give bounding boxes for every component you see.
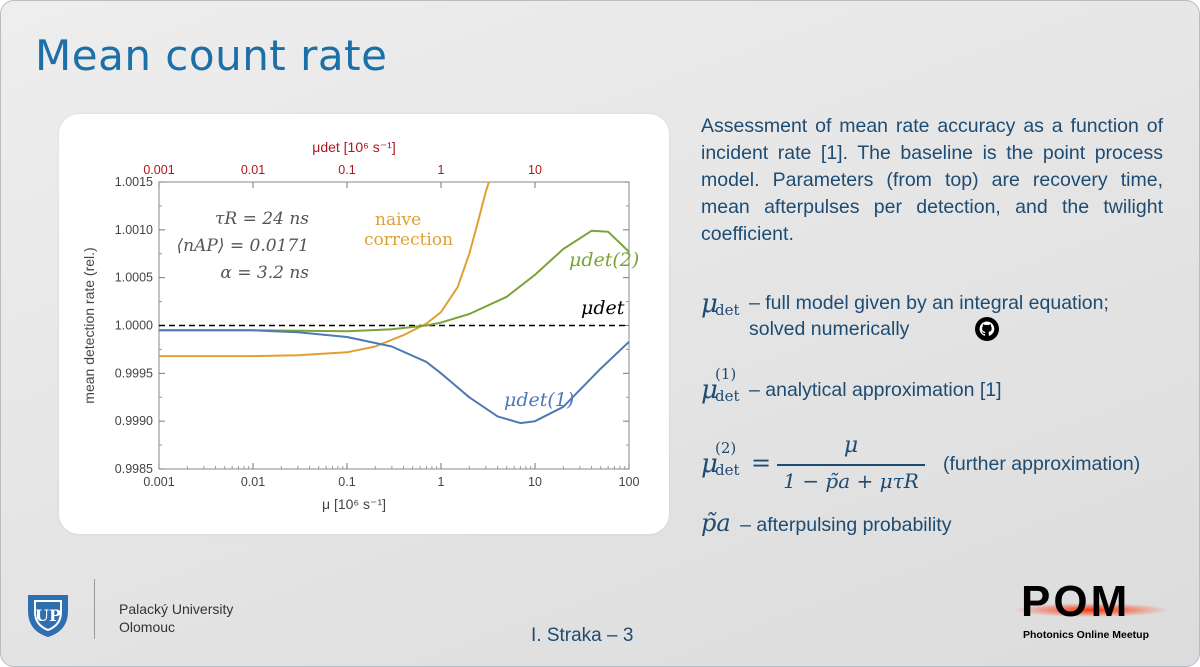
- y-tick-label: 1.0000: [115, 319, 153, 333]
- item-mu-det-text: – full model given by an integral equati…: [749, 292, 1109, 340]
- top-tick-label: 1: [438, 163, 445, 177]
- x-tick-label: 1: [438, 475, 445, 489]
- annotation-naive: naive: [375, 210, 421, 230]
- item-mu-det: μ det – full model given by an integral e…: [701, 281, 1109, 341]
- description: Assessment of mean rate accuracy as a fu…: [701, 115, 1163, 245]
- y-tick-label: 0.9990: [115, 414, 153, 428]
- item-mu-det-1: μ (1) det – analytical approximation [1]: [701, 365, 1002, 405]
- footer-divider: [94, 579, 95, 639]
- y-axis-label: mean detection rate (rel.): [81, 247, 97, 403]
- item-mu-det-2: μ (2) det = μ 1 − p̃a + μτR (further appro…: [701, 433, 1141, 493]
- y-tick-label: 1.0010: [115, 223, 153, 237]
- series-line-naive-correction: [159, 182, 491, 358]
- param-label: α = 3.2 ns: [220, 263, 309, 283]
- page-title: Mean count rate: [35, 31, 388, 80]
- param-label: ⟨nAP⟩ = 0.0171: [177, 236, 309, 256]
- svg-text:UP: UP: [35, 606, 61, 625]
- x-tick-label: 0.1: [338, 475, 355, 489]
- item-pa: p̃a – afterpulsing probability: [701, 509, 952, 537]
- series-line--det-1-: [159, 329, 629, 425]
- university-name: Palacký University Olomouc: [119, 601, 234, 635]
- github-icon[interactable]: [975, 317, 999, 341]
- mu-det-2-label: μdet(2): [569, 249, 639, 271]
- fraction-bar: [777, 464, 925, 466]
- x-axis-label: μ [10⁶ s⁻¹]: [322, 496, 386, 512]
- top-tick-label: 0.01: [241, 163, 265, 177]
- item-pa-text: – afterpulsing probability: [740, 514, 952, 536]
- mu-det-label: μdet: [581, 297, 625, 319]
- y-tick-label: 0.9995: [115, 366, 153, 380]
- top-tick-label: 10: [528, 163, 542, 177]
- formula-denominator: 1 − p̃a + μτR: [783, 469, 919, 493]
- pom-logo: POM Photonics Online Meetup: [1013, 577, 1173, 649]
- formula-numerator: μ: [843, 433, 859, 458]
- y-tick-label: 0.9985: [115, 462, 153, 476]
- param-label: τR = 24 ns: [215, 209, 309, 229]
- x-tick-label: 0.001: [143, 475, 174, 489]
- x-tick-label: 10: [528, 475, 542, 489]
- annotation-correction: correction: [364, 230, 453, 250]
- y-tick-label: 1.0015: [115, 175, 153, 189]
- x-tick-label: 100: [619, 475, 640, 489]
- top-axis-label: μdet [10⁶ s⁻¹]: [312, 139, 395, 155]
- university-logo-icon: UP: [25, 591, 71, 644]
- top-tick-label: 0.001: [143, 163, 174, 177]
- item-mu-det-2-text: (further approximation): [943, 453, 1141, 475]
- mu-det-1-label: μdet(1): [504, 389, 574, 411]
- top-tick-label: 0.1: [338, 163, 355, 177]
- mean-rate-chart: 0.9985 0.9990 0.9995 1.0000 1.0005 1.0010 1.00…: [81, 139, 640, 512]
- item-mu-det-1-text: – analytical approximation [1]: [749, 379, 1002, 401]
- y-tick-label: 1.0005: [115, 271, 153, 285]
- x-tick-label: 0.01: [241, 475, 265, 489]
- plot-card: 0.9985 0.9990 0.9995 1.0000 1.0005 1.0010 1.00…: [59, 114, 669, 534]
- series-line--det-2-: [159, 229, 629, 333]
- footer-author: I. Straka – 3: [531, 625, 634, 646]
